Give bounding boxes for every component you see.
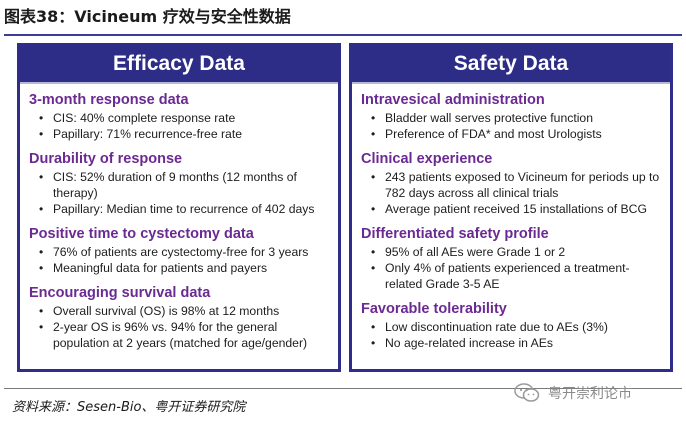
safety-header: Safety Data <box>352 46 670 84</box>
bullet-item: • Only 4% of patients experienced a treat… <box>371 261 630 291</box>
safety-section: Differentiated safety profile • 95% of al… <box>361 226 662 292</box>
section-title: Durability of response <box>29 151 183 167</box>
section-title: Differentiated safety profile <box>361 226 549 242</box>
bullet-item: • Papillary: Median time to recurrence of… <box>39 202 315 216</box>
bullet-item: • Bladder wall serves protective function <box>371 111 593 125</box>
bullet-icon: • <box>39 111 44 125</box>
bullet-icon: • <box>371 170 376 184</box>
bullet-item: • Papillary: 71% recurrence-free rate <box>39 127 242 141</box>
bullet-item: • CIS: 52% duration of 9 months (12 month… <box>39 170 297 200</box>
bullet-icon: • <box>371 320 376 334</box>
bullet-item: • 76% of patients are cystectomy-free for… <box>39 245 309 259</box>
bullet-icon: • <box>39 261 44 275</box>
bullet-icon: • <box>39 127 44 141</box>
bullet-icon: • <box>371 127 376 141</box>
bullet-item: • Meaningful data for patients and payers <box>39 261 268 275</box>
efficacy-section: 3-month response data • CIS: 40% complete… <box>29 92 330 142</box>
section-title: Encouraging survival data <box>29 285 211 301</box>
efficacy-header: Efficacy Data <box>20 46 338 84</box>
bullet-item: • 95% of all AEs were Grade 1 or 2 <box>371 245 566 259</box>
bullet-item: • No age-related increase in AEs <box>371 336 554 350</box>
section-title: 3-month response data <box>29 92 189 108</box>
bullet-icon: • <box>371 336 376 350</box>
safety-section: Intravesical administration • Bladder wal… <box>361 92 662 142</box>
watermark: 粤开崇利论市 <box>514 380 679 406</box>
bullet-icon: • <box>39 202 44 216</box>
section-title: Intravesical administration <box>361 92 545 108</box>
bullet-icon: • <box>39 245 44 259</box>
bullet-item: • Preference of FDA* and most Urologists <box>371 127 602 141</box>
bullet-item: • CIS: 40% complete response rate <box>39 111 236 125</box>
figure-title: 图表38：Vicineum 疗效与安全性数据 <box>4 7 291 26</box>
bullet-icon: • <box>371 245 376 259</box>
bullet-item: • Overall survival (OS) is 98% at 12 mont… <box>39 304 280 318</box>
bullet-icon: • <box>39 170 44 184</box>
efficacy-panel: Efficacy Data 3-month response data • CIS… <box>17 43 341 372</box>
section-title: Clinical experience <box>361 151 493 167</box>
efficacy-section: Durability of response • CIS: 52% duratio… <box>29 151 330 217</box>
efficacy-section: Encouraging survival data • Overall survi… <box>29 285 330 351</box>
bullet-icon: • <box>39 320 44 334</box>
bullet-item: • Low discontinuation rate due to AEs (3%… <box>371 320 608 334</box>
bullet-icon: • <box>371 202 376 216</box>
watermark-text: 粤开崇利论市 <box>548 386 632 402</box>
efficacy-section: Positive time to cystectomy data • 76% of… <box>29 226 330 276</box>
bullet-icon: • <box>39 304 44 318</box>
bullet-icon: • <box>371 261 376 275</box>
safety-section: Favorable tolerability • Low discontinuat… <box>361 301 662 351</box>
bullet-item: • 243 patients exposed to Vicineum for pe… <box>371 170 660 200</box>
safety-panel: Safety Data Intravesical administration … <box>349 43 673 372</box>
title-underline <box>4 34 682 36</box>
bullet-icon: • <box>371 111 376 125</box>
bullet-item: • Average patient received 15 installatio… <box>371 202 647 216</box>
section-title: Positive time to cystectomy data <box>29 226 254 242</box>
source-note: 资料来源：Sesen-Bio、粤开证券研究院 <box>12 400 246 415</box>
wechat-icon <box>514 383 540 402</box>
bullet-item: • 2-year OS is 96% vs. 94% for the genera… <box>39 320 308 350</box>
footer-divider <box>4 388 682 389</box>
section-title: Favorable tolerability <box>361 301 507 317</box>
safety-section: Clinical experience • 243 patients expose… <box>361 151 662 217</box>
